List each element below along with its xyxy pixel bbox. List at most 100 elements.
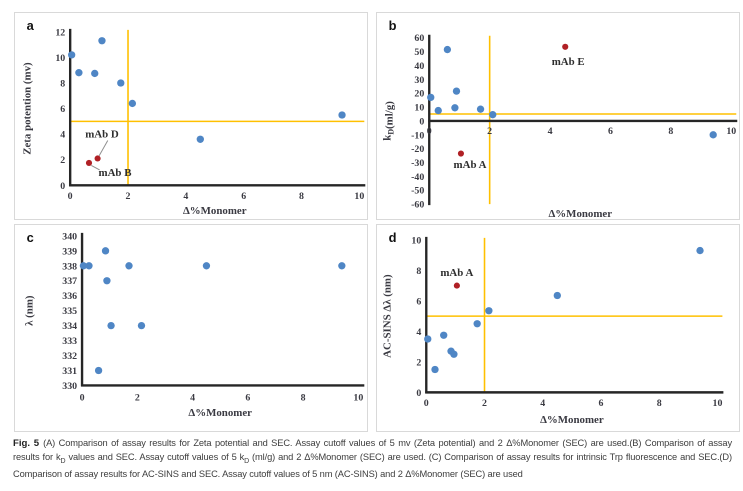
- x-tick-label: 2: [135, 392, 140, 403]
- x-tick-label: 2: [482, 398, 487, 409]
- x-tick-label: 6: [245, 392, 250, 403]
- y-axis-label: λ (nm): [24, 295, 36, 326]
- data-point: [103, 277, 111, 285]
- x-tick-label: 4: [540, 398, 545, 409]
- data-point: [424, 335, 432, 343]
- y-tick-label: 4: [60, 130, 65, 141]
- data-point: [489, 111, 497, 119]
- data-point: [451, 104, 459, 112]
- data-point: [202, 262, 211, 270]
- y-tick-label: 2: [60, 155, 65, 166]
- caption-text: (A) Comparison of assay results for Zeta…: [13, 438, 732, 479]
- data-point: [79, 262, 88, 270]
- y-tick-label: 6: [416, 296, 421, 307]
- annotation-label: mAb E: [552, 56, 585, 68]
- axis-label-part: (ml/g): [384, 101, 396, 129]
- panel-letter: b: [389, 18, 397, 33]
- data-point: [452, 87, 461, 95]
- figure-caption: Fig. 5 (A) Comparison of assay results fo…: [13, 437, 732, 481]
- y-tick-label: 6: [60, 104, 65, 115]
- y-tick-label: 336: [62, 291, 77, 302]
- data-point: [473, 320, 481, 328]
- y-tick-label: 338: [62, 261, 77, 272]
- data-point: [457, 150, 465, 157]
- y-axis-label: kD(ml/g): [382, 101, 396, 141]
- x-tick-label: 0: [80, 392, 85, 403]
- x-tick-label: 8: [657, 398, 662, 409]
- y-tick-label: 10: [55, 53, 65, 64]
- data-point: [453, 282, 460, 289]
- y-tick-label: 0: [60, 181, 65, 192]
- y-tick-label: 0: [416, 388, 421, 399]
- data-point: [338, 262, 346, 270]
- y-tick-label: 20: [414, 89, 424, 100]
- y-tick-label: -30: [411, 158, 424, 169]
- data-point: [91, 69, 99, 78]
- y-tick-label: 12: [55, 27, 65, 38]
- x-axis-label: Δ%Monomer: [548, 208, 612, 219]
- y-tick-label: 4: [416, 327, 421, 338]
- x-axis-label: Δ%Monomer: [188, 407, 252, 419]
- x-tick-label: 10: [726, 126, 736, 137]
- y-tick-label: -50: [411, 186, 424, 197]
- y-axis-label: Zeta potention (mv): [22, 62, 34, 155]
- y-tick-label: 2: [416, 357, 421, 368]
- annotation-label: mAb D: [85, 129, 119, 141]
- y-tick-label: -40: [411, 172, 424, 183]
- y-tick-label: 30: [414, 75, 424, 86]
- panel-b: -60 -50 -40 -30 -20 -10 0 10 20 30 40 50 60 0 2 4 6 8 10 Δ%…: [376, 12, 740, 220]
- panel-a-chart: 0 2 4 6 8 10 12 0 2 4 6 8 10 Δ%Monomer Zeta potention …: [22, 18, 366, 217]
- axis-label-part: k: [382, 134, 394, 141]
- x-tick-label: 8: [301, 392, 306, 403]
- x-axis-label: Δ%Monomer: [183, 205, 247, 217]
- x-tick-label: 10: [354, 191, 364, 202]
- panel-letter: c: [27, 230, 34, 245]
- x-tick-label: 6: [599, 398, 604, 409]
- x-tick-label: 0: [424, 398, 429, 409]
- y-tick-label: 10: [411, 235, 421, 246]
- data-point: [476, 105, 485, 113]
- panel-c-chart: 330 331 332 333 334 335 336 337 338 339 340 0 2 4 6 8 10…: [24, 230, 365, 419]
- x-tick-label: 10: [353, 392, 363, 403]
- data-point: [434, 106, 442, 115]
- data-point: [562, 43, 569, 50]
- annotation-label: mAb A: [454, 159, 487, 171]
- data-point: [196, 135, 204, 143]
- data-point: [125, 262, 133, 270]
- data-point: [338, 111, 346, 119]
- x-tick-label: 10: [713, 398, 723, 409]
- y-tick-label: -60: [411, 200, 424, 211]
- data-point: [443, 45, 452, 54]
- y-tick-label: 337: [62, 276, 77, 287]
- x-tick-label: 6: [241, 191, 246, 202]
- data-point: [94, 366, 103, 375]
- data-point: [98, 37, 106, 45]
- panel-letter: d: [389, 230, 397, 245]
- annotation-label: mAb A: [440, 267, 473, 279]
- y-tick-label: 0: [419, 116, 424, 127]
- data-point: [128, 99, 137, 108]
- data-point: [94, 155, 101, 162]
- figure-label: Fig. 5: [13, 438, 40, 449]
- data-point: [117, 79, 125, 87]
- x-tick-label: 8: [299, 191, 304, 202]
- x-tick-label: 0: [68, 191, 73, 202]
- data-point: [450, 350, 458, 358]
- y-tick-label: 332: [62, 351, 77, 362]
- y-tick-label: -10: [411, 130, 424, 141]
- data-point: [696, 246, 704, 255]
- x-tick-label: 8: [668, 126, 673, 137]
- x-tick-label: 4: [190, 392, 195, 403]
- data-point: [427, 93, 435, 102]
- y-tick-label: 335: [62, 306, 77, 317]
- y-tick-label: 334: [62, 321, 77, 332]
- x-tick-label: 0: [427, 126, 432, 137]
- data-point: [75, 69, 83, 77]
- y-tick-label: 333: [62, 336, 77, 347]
- x-tick-label: 4: [548, 126, 553, 137]
- data-point: [709, 131, 717, 139]
- data-point: [85, 159, 93, 167]
- y-tick-label: 339: [62, 246, 77, 257]
